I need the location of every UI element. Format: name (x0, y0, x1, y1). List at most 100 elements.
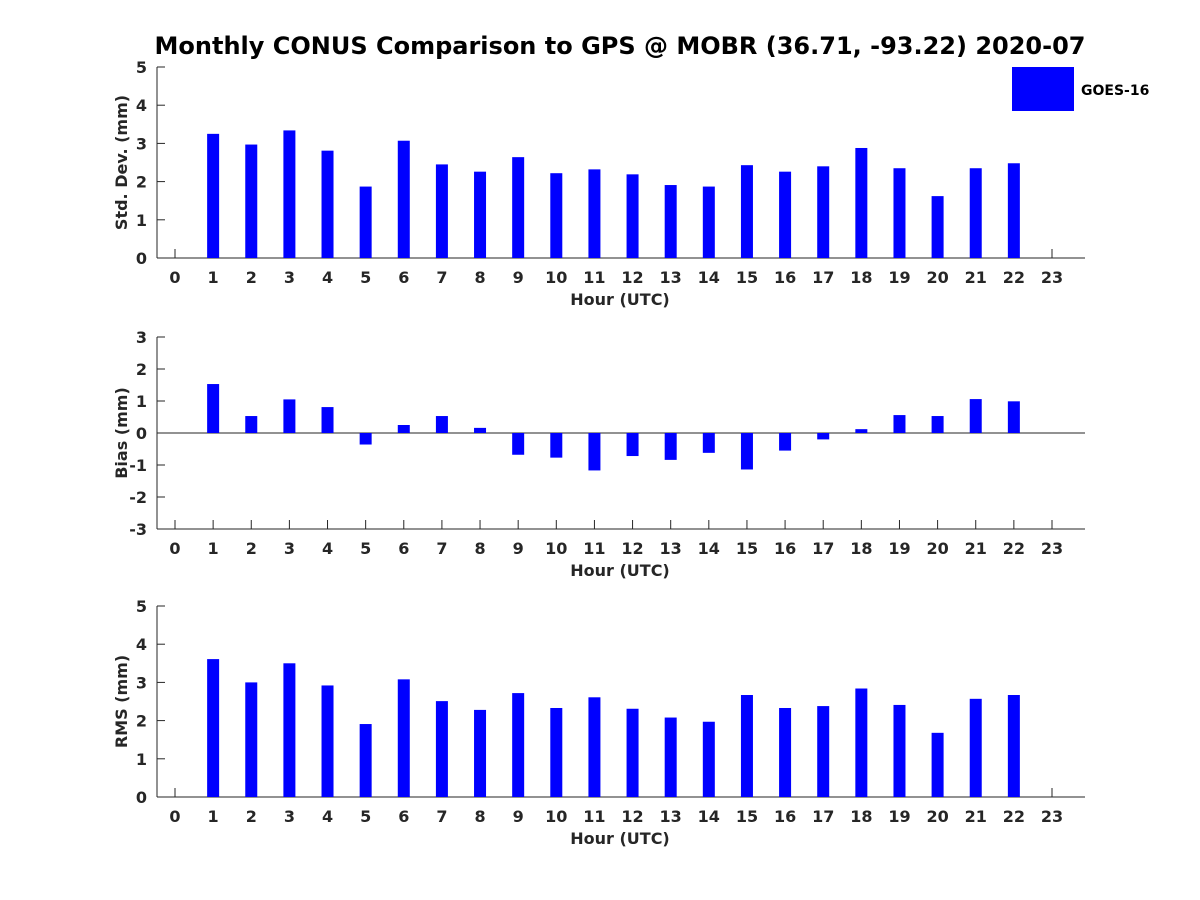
x-tick-label: 7 (436, 268, 447, 287)
y-tick-label: -2 (129, 488, 147, 507)
y-tick-label: 4 (136, 96, 147, 115)
y-tick-label: -3 (129, 520, 147, 539)
x-tick-label: 2 (246, 268, 257, 287)
bar (931, 416, 944, 433)
bar (283, 130, 296, 258)
bar (588, 697, 601, 797)
y-tick-label: 2 (136, 173, 147, 192)
bar (245, 144, 258, 258)
bar (474, 171, 487, 258)
x-tick-label: 19 (888, 268, 910, 287)
x-tick-label: 8 (474, 539, 485, 558)
x-tick-label: 23 (1041, 539, 1063, 558)
x-axis-label: Hour (UTC) (570, 290, 670, 309)
x-axis-label: Hour (UTC) (570, 561, 670, 580)
bar (359, 724, 372, 797)
x-tick-label: 15 (736, 539, 758, 558)
bar (702, 186, 715, 258)
bar (512, 157, 525, 258)
x-tick-label: 18 (850, 539, 872, 558)
x-tick-label: 0 (169, 268, 180, 287)
x-tick-label: 15 (736, 268, 758, 287)
bar (740, 695, 753, 797)
x-tick-label: 20 (926, 268, 948, 287)
bar (817, 706, 830, 797)
y-tick-label: 3 (136, 673, 147, 692)
x-tick-label: 7 (436, 807, 447, 826)
x-tick-label: 7 (436, 539, 447, 558)
bar (626, 174, 639, 258)
x-tick-label: 16 (774, 807, 796, 826)
bar (1007, 401, 1020, 433)
bar (397, 679, 410, 797)
x-tick-label: 12 (621, 807, 643, 826)
x-tick-label: 8 (474, 807, 485, 826)
x-tick-label: 9 (513, 539, 524, 558)
x-tick-label: 21 (965, 539, 987, 558)
bar (969, 168, 982, 258)
bar (817, 166, 830, 258)
bar (664, 717, 677, 797)
x-tick-label: 19 (888, 539, 910, 558)
x-tick-label: 21 (965, 268, 987, 287)
y-tick-label: 1 (136, 392, 147, 411)
x-tick-label: 18 (850, 268, 872, 287)
x-tick-label: 6 (398, 268, 409, 287)
bar (435, 416, 448, 433)
x-tick-label: 10 (545, 268, 567, 287)
bar (931, 196, 944, 258)
bar (359, 186, 372, 258)
x-tick-label: 3 (284, 807, 295, 826)
bar (321, 685, 334, 797)
y-tick-label: 0 (136, 424, 147, 443)
bar (397, 425, 410, 433)
x-tick-label: 12 (621, 539, 643, 558)
x-tick-label: 1 (208, 807, 219, 826)
bar (512, 433, 525, 455)
x-tick-label: 9 (513, 268, 524, 287)
x-tick-label: 1 (208, 539, 219, 558)
x-tick-label: 14 (698, 807, 720, 826)
y-tick-label: 0 (136, 249, 147, 268)
y-axis-label: Std. Dev. (mm) (112, 95, 131, 230)
x-tick-label: 5 (360, 539, 371, 558)
bar (397, 140, 410, 258)
chart-title: Monthly CONUS Comparison to GPS @ MOBR (… (155, 32, 1086, 60)
bar (1007, 695, 1020, 797)
x-tick-label: 5 (360, 268, 371, 287)
bar (550, 173, 563, 258)
x-tick-label: 11 (583, 268, 605, 287)
x-tick-label: 14 (698, 268, 720, 287)
x-tick-label: 22 (1003, 807, 1025, 826)
bar (893, 415, 906, 433)
bar (969, 399, 982, 433)
bar (626, 433, 639, 457)
x-tick-label: 16 (774, 539, 796, 558)
bar (931, 732, 944, 797)
x-tick-label: 10 (545, 539, 567, 558)
x-tick-label: 2 (246, 539, 257, 558)
bar (283, 399, 296, 433)
bar (550, 707, 563, 797)
x-tick-label: 0 (169, 539, 180, 558)
x-tick-label: 11 (583, 807, 605, 826)
bar (626, 708, 639, 797)
x-tick-label: 17 (812, 268, 834, 287)
bar (321, 150, 334, 258)
bar (779, 433, 792, 451)
x-tick-label: 1 (208, 268, 219, 287)
bar (245, 682, 258, 797)
y-tick-label: 5 (136, 597, 147, 616)
y-tick-label: 2 (136, 712, 147, 731)
bar (893, 168, 906, 258)
bar (779, 707, 792, 797)
y-tick-label: 1 (136, 211, 147, 230)
x-tick-label: 12 (621, 268, 643, 287)
bar (474, 709, 487, 797)
x-tick-label: 18 (850, 807, 872, 826)
y-axis-label: RMS (mm) (112, 655, 131, 748)
legend: GOES-16 (1012, 67, 1149, 111)
x-axis-label: Hour (UTC) (570, 829, 670, 848)
